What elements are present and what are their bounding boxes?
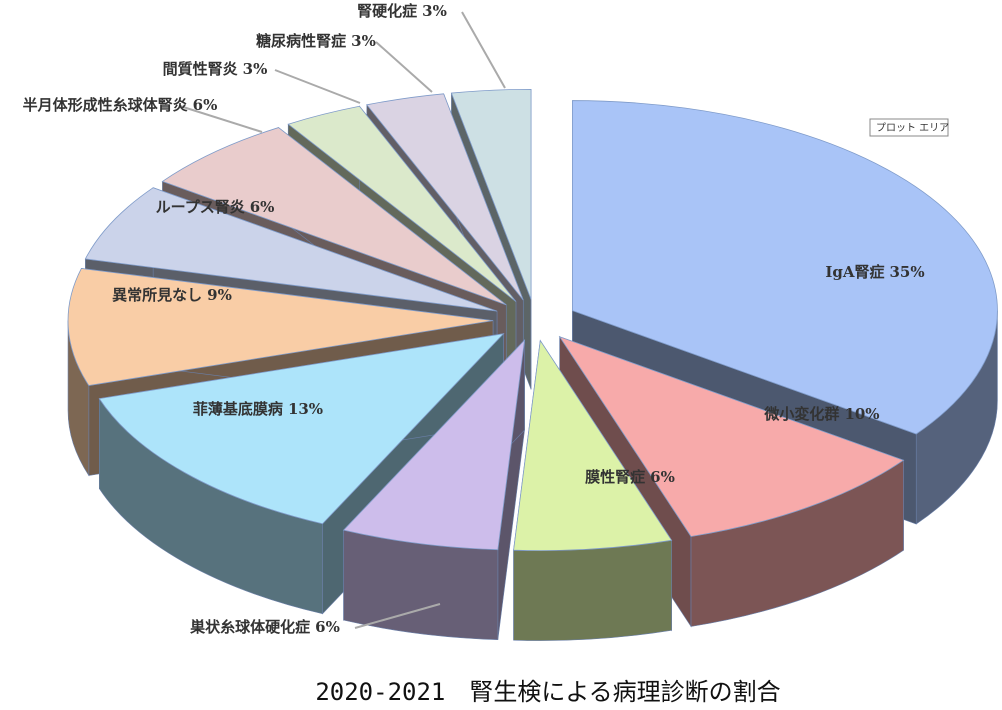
value-label: 3% [422,2,447,20]
leader-line [354,603,441,629]
category-label: 微小変化群 [763,405,839,423]
slice [98,333,505,525]
tooltip: プロット エリア [876,122,949,134]
slice-side [513,539,672,641]
value-label: 6% [650,468,675,486]
category-label: 膜性腎症 [585,468,645,486]
value-label: 6% [315,618,340,636]
slice [558,336,905,537]
category-label: 巣状糸球体硬化症 [189,618,310,636]
category-label: 糖尿病性腎症 [256,32,346,50]
slice [287,105,517,302]
category-label: 菲薄基底膜病 [193,400,283,418]
data-label: 微小変化群 10% [763,405,879,423]
slice [342,338,526,551]
leader-line [274,69,361,104]
data-label: 巣状糸球体硬化症 6% [189,618,340,636]
data-label: IgA腎症 35% [825,263,924,281]
slice [450,88,532,300]
leader-line [375,41,433,93]
slice [161,127,507,306]
tooltip-box [869,118,949,137]
category-label: 間質性腎炎 [163,60,238,78]
value-label: 6% [250,198,275,216]
data-label: 腎硬化症 3% [357,2,447,20]
value-label: 35% [890,263,925,281]
data-label: 膜性腎症 6% [585,468,675,486]
category-label: 半月体形成性糸球体腎炎 [23,96,188,114]
data-label: ループス腎炎 6% [156,198,275,216]
slice-group [342,338,526,640]
value-label: 13% [288,400,323,418]
category-label: IgA腎症 [825,263,884,281]
slice [572,100,998,435]
value-label: 10% [844,405,879,423]
slice-group [513,339,673,641]
chart-title: 2020-2021 腎生検による病理診断の割合 [315,678,780,706]
slice [67,267,494,386]
value-label: 3% [243,60,268,78]
leader-line [179,105,263,133]
category-label: 腎硬化症 [357,2,417,20]
value-label: 9% [207,286,232,304]
slice [366,93,524,301]
slice [513,339,673,551]
value-label: 6% [193,96,218,114]
value-label: 3% [351,32,376,50]
data-label: 半月体形成性糸球体腎炎 6% [23,96,218,114]
data-label: 異常所見なし 9% [112,286,232,304]
data-label: 糖尿病性腎症 3% [256,32,376,50]
category-label: ループス腎炎 [156,198,245,216]
slice [84,187,498,312]
data-label: 菲薄基底膜病 13% [193,400,323,418]
leader-line [461,11,506,89]
category-label: 異常所見なし [112,286,202,304]
pie [67,88,998,641]
data-label: 間質性腎炎 3% [163,60,268,78]
